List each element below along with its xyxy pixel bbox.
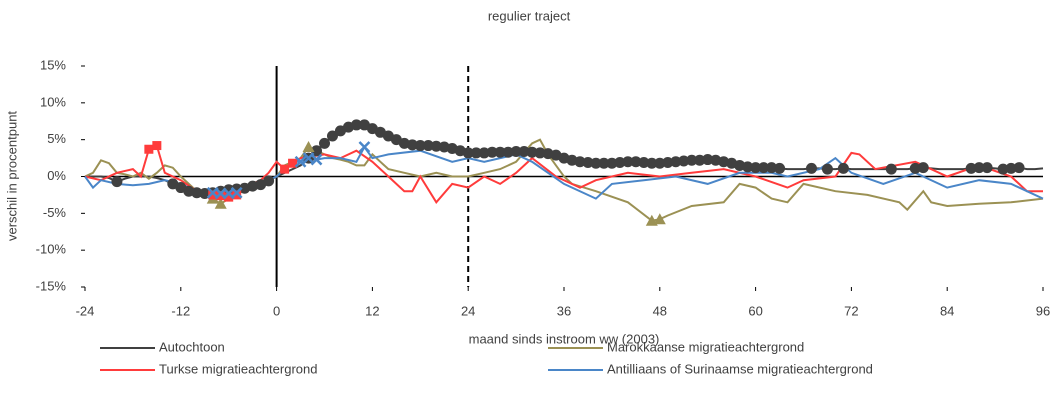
marker — [216, 191, 226, 201]
marker — [590, 157, 602, 169]
y-tick-label: 15% — [40, 57, 66, 72]
x-tick-label: -12 — [171, 303, 190, 318]
marker — [821, 163, 833, 175]
marker — [662, 157, 674, 169]
marker — [263, 175, 275, 187]
marker — [574, 156, 586, 168]
legend-label: Turkse migratieachtergrond — [159, 361, 317, 376]
marker — [462, 147, 474, 159]
marker — [478, 147, 490, 159]
marker — [981, 162, 993, 174]
marker — [214, 197, 227, 209]
marker — [973, 162, 985, 174]
marker — [965, 162, 977, 174]
marker — [223, 184, 235, 196]
y-tick-label: 10% — [40, 94, 66, 109]
marker — [191, 187, 203, 199]
marker — [224, 192, 234, 202]
y-tick-label: -5% — [43, 205, 67, 220]
marker — [766, 162, 778, 174]
y-tick-label: -10% — [36, 242, 67, 257]
marker — [997, 163, 1009, 175]
marker — [510, 145, 522, 157]
marker — [686, 154, 698, 166]
marker — [319, 137, 330, 149]
marker — [622, 156, 634, 168]
marker — [646, 157, 658, 169]
marker — [502, 146, 514, 158]
marker — [294, 155, 307, 168]
marker — [702, 154, 714, 166]
marker — [606, 157, 618, 169]
marker — [1013, 162, 1025, 174]
marker — [470, 147, 482, 159]
y-tick-label: 0% — [47, 168, 66, 183]
x-axis-label: maand sinds instroom ww (2003) — [469, 331, 660, 346]
x-tick-label: 60 — [748, 303, 762, 318]
y-tick-label: -15% — [36, 278, 67, 293]
marker — [422, 140, 434, 152]
marker — [358, 141, 371, 153]
marker — [630, 156, 642, 168]
marker — [152, 141, 162, 151]
x-tick-label: 72 — [844, 303, 858, 318]
marker — [430, 140, 442, 152]
marker — [208, 190, 218, 200]
marker — [414, 140, 426, 152]
marker — [909, 162, 921, 174]
marker — [302, 141, 315, 153]
marker — [230, 186, 243, 199]
marker — [694, 154, 706, 166]
marker — [518, 145, 530, 157]
marker — [406, 139, 418, 151]
marker — [288, 158, 298, 168]
x-tick-label: 96 — [1036, 303, 1050, 318]
marker — [805, 162, 817, 174]
marker — [350, 119, 362, 131]
marker — [582, 157, 594, 169]
marker — [653, 213, 666, 225]
marker — [144, 144, 154, 154]
y-tick-label: 5% — [47, 131, 66, 146]
x-tick-label: 36 — [557, 303, 571, 318]
marker — [638, 157, 650, 169]
marker — [534, 147, 546, 159]
x-tick-label: 48 — [653, 303, 667, 318]
x-tick-label: 24 — [461, 303, 475, 318]
x-tick-label: 84 — [940, 303, 954, 318]
marker — [670, 156, 682, 168]
x-tick-label: 12 — [365, 303, 379, 318]
legend-label: Autochtoon — [159, 339, 225, 354]
marker — [750, 162, 762, 174]
marker — [1005, 162, 1017, 174]
marker — [614, 157, 626, 169]
marker — [232, 190, 242, 200]
marker — [678, 155, 690, 167]
legend-label: Antilliaans of Surinaamse migratieachter… — [607, 361, 873, 376]
marker — [654, 157, 666, 169]
x-tick-label: -24 — [76, 303, 95, 318]
chart-title: regulier traject — [488, 8, 571, 23]
marker — [885, 163, 897, 175]
marker — [774, 162, 786, 174]
marker — [280, 164, 290, 174]
x-tick-label: 0 — [273, 303, 280, 318]
marker — [837, 162, 849, 174]
marker — [742, 161, 754, 173]
marker — [310, 153, 323, 166]
marker — [494, 146, 506, 158]
marker — [917, 162, 929, 174]
marker — [526, 146, 538, 158]
marker — [758, 162, 770, 174]
legend-label: Marokkaanse migratieachtergrond — [607, 339, 804, 354]
marker — [598, 157, 610, 169]
marker — [486, 146, 498, 158]
y-axis-label: verschil in procentpunt — [4, 111, 19, 241]
marker — [326, 130, 338, 142]
marker — [111, 176, 123, 188]
